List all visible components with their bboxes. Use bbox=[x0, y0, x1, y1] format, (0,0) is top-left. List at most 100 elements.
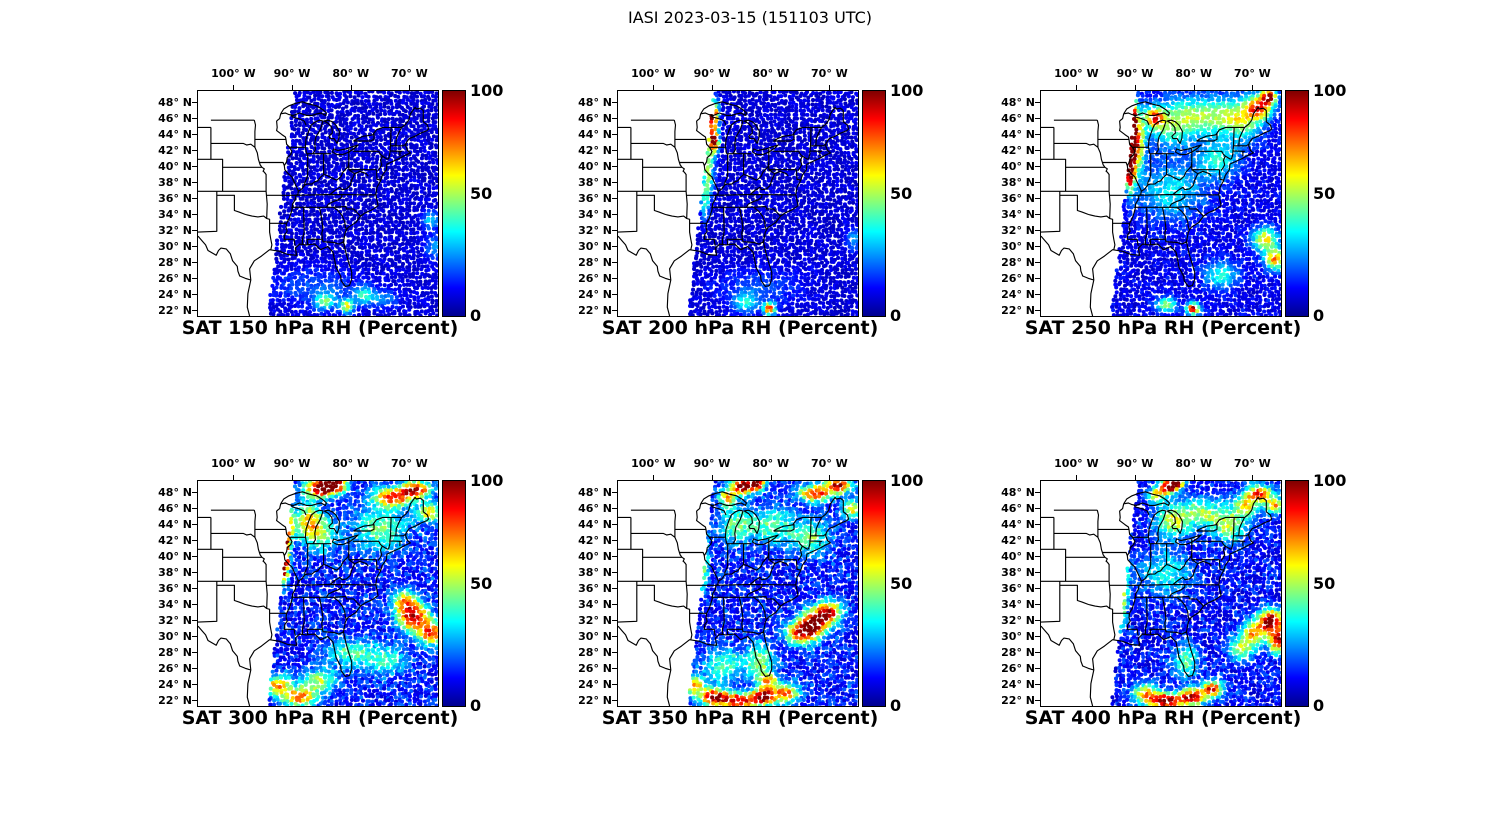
lat-tick-mark bbox=[612, 278, 617, 280]
lat-tick-label: 34° N bbox=[158, 597, 192, 611]
lat-tick-label: 46° N bbox=[578, 501, 612, 515]
lat-tick-label: 28° N bbox=[578, 255, 612, 269]
lon-tick-mark bbox=[1252, 475, 1254, 480]
colorbar-min-label: 0 bbox=[470, 696, 482, 715]
lon-tick-mark bbox=[770, 475, 772, 480]
colorbar-min-label: 0 bbox=[1313, 696, 1325, 715]
lat-tick-label: 40° N bbox=[578, 159, 612, 173]
lat-tick-label: 32° N bbox=[158, 613, 192, 627]
lat-tick-mark bbox=[612, 652, 617, 654]
lat-tick-label: 22° N bbox=[158, 303, 192, 317]
lat-tick-mark bbox=[612, 684, 617, 686]
colorbar-max-label: 100 bbox=[470, 471, 504, 490]
lat-tick-mark bbox=[612, 246, 617, 248]
lat-tick-mark bbox=[612, 540, 617, 542]
lat-tick-label: 46° N bbox=[1001, 111, 1035, 125]
lat-tick-mark bbox=[1035, 524, 1040, 526]
lat-tick-mark bbox=[192, 684, 197, 686]
lat-tick-mark bbox=[1035, 182, 1040, 184]
lat-tick-label: 22° N bbox=[578, 693, 612, 707]
lat-tick-mark bbox=[1035, 150, 1040, 152]
colorbar-min-label: 0 bbox=[890, 306, 902, 325]
lat-tick-label: 44° N bbox=[158, 517, 192, 531]
lat-tick-label: 36° N bbox=[578, 581, 612, 595]
lat-tick-label: 38° N bbox=[578, 175, 612, 189]
lat-tick-mark bbox=[1035, 102, 1040, 104]
lat-tick-mark bbox=[612, 214, 617, 216]
lat-tick-label: 34° N bbox=[1001, 597, 1035, 611]
rh-scatter-canvas bbox=[618, 91, 858, 316]
lat-tick-mark bbox=[1035, 278, 1040, 280]
lat-tick-label: 46° N bbox=[1001, 501, 1035, 515]
lat-tick-mark bbox=[1035, 572, 1040, 574]
lat-tick-label: 40° N bbox=[158, 159, 192, 173]
lat-tick-label: 44° N bbox=[1001, 517, 1035, 531]
lon-tick-label: 80° W bbox=[752, 457, 790, 470]
lat-tick-mark bbox=[192, 652, 197, 654]
lon-tick-mark bbox=[712, 85, 714, 90]
lat-tick-mark bbox=[1035, 636, 1040, 638]
lat-tick-mark bbox=[612, 150, 617, 152]
lat-tick-mark bbox=[1035, 118, 1040, 120]
panel-title: SAT 300 hPa RH (Percent) bbox=[181, 707, 459, 729]
lat-tick-label: 48° N bbox=[578, 485, 612, 499]
state-boundaries-path bbox=[198, 491, 430, 706]
lon-tick-label: 90° W bbox=[1116, 67, 1154, 80]
map-area bbox=[617, 90, 859, 317]
lat-tick-mark bbox=[612, 294, 617, 296]
lat-tick-mark bbox=[1035, 134, 1040, 136]
lat-tick-label: 26° N bbox=[158, 271, 192, 285]
lat-tick-mark bbox=[612, 508, 617, 510]
lon-tick-mark bbox=[1193, 475, 1195, 480]
lon-tick-mark bbox=[350, 475, 352, 480]
map-area bbox=[1040, 90, 1282, 317]
lat-tick-label: 28° N bbox=[578, 645, 612, 659]
colorbar bbox=[442, 480, 466, 707]
lon-tick-label: 100° W bbox=[1054, 67, 1099, 80]
lat-tick-mark bbox=[192, 668, 197, 670]
lat-tick-label: 40° N bbox=[578, 549, 612, 563]
lat-tick-label: 38° N bbox=[578, 565, 612, 579]
lat-tick-mark bbox=[1035, 230, 1040, 232]
lat-tick-mark bbox=[612, 700, 617, 702]
lon-tick-label: 90° W bbox=[273, 67, 311, 80]
lat-tick-mark bbox=[612, 524, 617, 526]
colorbar bbox=[862, 90, 886, 317]
lat-tick-mark bbox=[612, 182, 617, 184]
lat-tick-label: 44° N bbox=[158, 127, 192, 141]
lon-tick-label: 90° W bbox=[693, 457, 731, 470]
lat-tick-mark bbox=[192, 524, 197, 526]
colorbar-mid-label: 50 bbox=[890, 574, 913, 593]
lon-tick-label: 90° W bbox=[693, 67, 731, 80]
lon-tick-label: 70° W bbox=[811, 67, 848, 80]
panel-250hpa: 100 50 0 SAT 250 hPa RH (Percent) 100° W… bbox=[983, 55, 1403, 355]
panel-title: SAT 200 hPa RH (Percent) bbox=[601, 317, 879, 339]
lon-tick-label: 100° W bbox=[1054, 457, 1099, 470]
lat-tick-label: 24° N bbox=[1001, 287, 1035, 301]
colorbar-max-label: 100 bbox=[1313, 81, 1347, 100]
lat-tick-label: 22° N bbox=[1001, 303, 1035, 317]
lat-tick-label: 24° N bbox=[158, 677, 192, 691]
lon-tick-label: 80° W bbox=[332, 67, 370, 80]
lon-tick-label: 70° W bbox=[1234, 457, 1271, 470]
lon-tick-label: 90° W bbox=[1116, 457, 1154, 470]
lat-tick-mark bbox=[612, 588, 617, 590]
lat-tick-label: 40° N bbox=[158, 549, 192, 563]
lat-tick-mark bbox=[1035, 198, 1040, 200]
lat-tick-mark bbox=[612, 134, 617, 136]
lat-tick-label: 28° N bbox=[158, 645, 192, 659]
colorbar-min-label: 0 bbox=[470, 306, 482, 325]
lat-tick-label: 26° N bbox=[1001, 271, 1035, 285]
lon-tick-mark bbox=[1076, 475, 1078, 480]
lat-tick-mark bbox=[192, 198, 197, 200]
lon-tick-mark bbox=[1135, 475, 1137, 480]
lat-tick-label: 30° N bbox=[158, 629, 192, 643]
lat-tick-label: 30° N bbox=[578, 629, 612, 643]
lon-tick-mark bbox=[712, 475, 714, 480]
lon-tick-mark bbox=[1076, 85, 1078, 90]
state-boundaries-path bbox=[618, 101, 850, 316]
lat-tick-label: 32° N bbox=[578, 223, 612, 237]
lat-tick-mark bbox=[612, 572, 617, 574]
lat-tick-label: 30° N bbox=[1001, 629, 1035, 643]
